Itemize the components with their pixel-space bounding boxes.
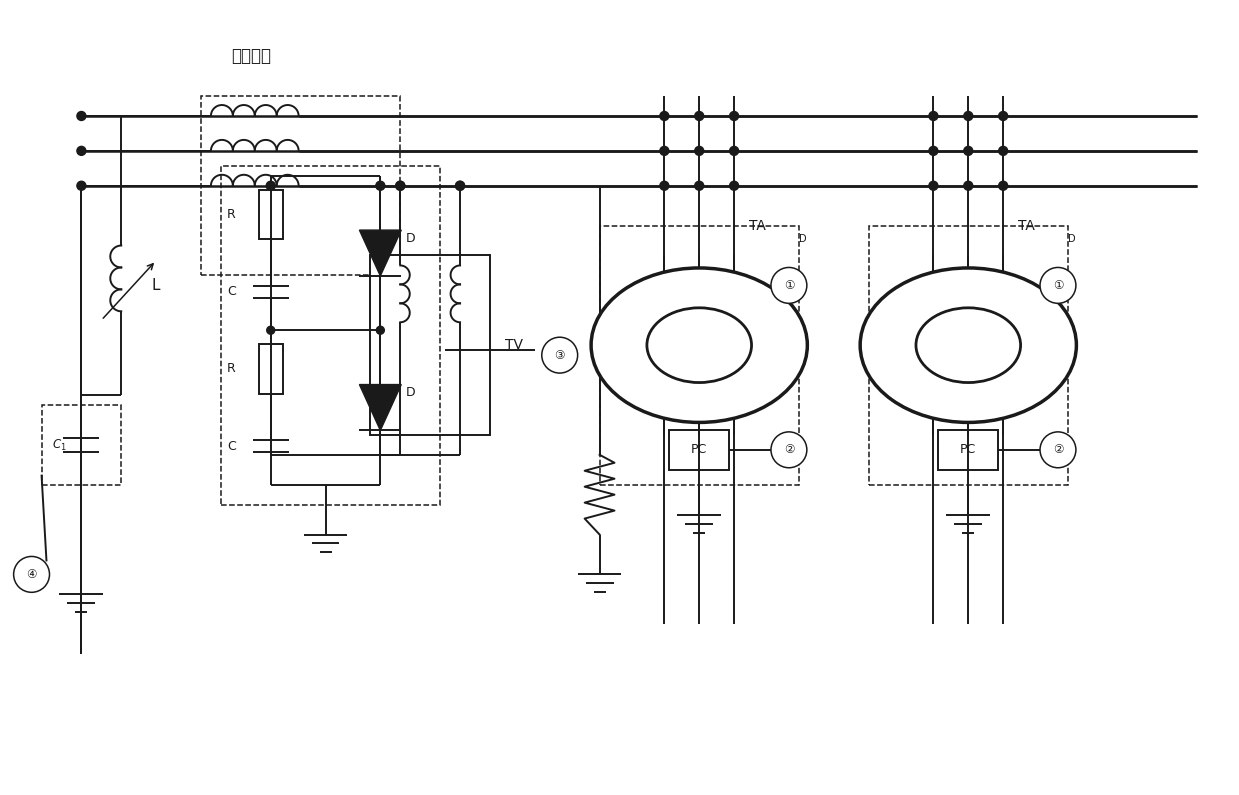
Text: ①: ①: [1053, 279, 1063, 292]
Circle shape: [771, 267, 807, 304]
Circle shape: [660, 111, 669, 121]
Circle shape: [929, 181, 938, 190]
Circle shape: [964, 111, 973, 121]
Circle shape: [730, 146, 738, 155]
Bar: [221, 166, 440, 505]
Ellipse shape: [916, 308, 1021, 382]
Ellipse shape: [647, 308, 752, 382]
Bar: [669, 430, 729, 470]
Circle shape: [1040, 267, 1075, 304]
Circle shape: [929, 146, 938, 155]
Circle shape: [541, 337, 577, 373]
Circle shape: [77, 111, 85, 121]
Bar: [259, 344, 282, 394]
Text: D: D: [1068, 234, 1075, 243]
Circle shape: [929, 111, 938, 121]
Text: ①: ①: [783, 279, 794, 292]
Ellipse shape: [591, 268, 808, 422]
Text: C: C: [227, 440, 235, 452]
Circle shape: [999, 111, 1007, 121]
Circle shape: [77, 181, 85, 190]
Text: ②: ②: [1053, 444, 1063, 456]
Text: R: R: [227, 363, 235, 375]
Bar: [600, 226, 799, 485]
Circle shape: [660, 146, 669, 155]
Circle shape: [456, 181, 465, 190]
Circle shape: [999, 181, 1007, 190]
Circle shape: [695, 111, 704, 121]
Bar: [201, 96, 400, 275]
Bar: [370, 255, 489, 435]
Circle shape: [377, 182, 384, 190]
Text: C: C: [227, 285, 235, 298]
Circle shape: [964, 146, 973, 155]
Text: D: D: [405, 231, 415, 245]
Circle shape: [1040, 432, 1075, 467]
Circle shape: [14, 556, 50, 592]
Circle shape: [730, 181, 738, 190]
Text: $C_1$: $C_1$: [52, 438, 67, 453]
Circle shape: [266, 181, 275, 190]
Text: ③: ③: [555, 349, 565, 362]
Polygon shape: [359, 230, 401, 276]
Text: R: R: [227, 207, 235, 221]
Circle shape: [660, 181, 669, 190]
Text: D: D: [405, 386, 415, 399]
Text: D: D: [799, 234, 807, 243]
Circle shape: [395, 181, 405, 190]
Text: L: L: [151, 278, 160, 293]
Ellipse shape: [860, 268, 1077, 422]
Polygon shape: [359, 385, 401, 430]
Text: PC: PC: [691, 444, 707, 456]
Circle shape: [964, 181, 973, 190]
Circle shape: [266, 182, 275, 190]
Text: PC: PC: [960, 444, 976, 456]
Text: ④: ④: [26, 568, 37, 581]
Text: TA: TA: [1018, 219, 1035, 233]
Circle shape: [695, 146, 704, 155]
Bar: [869, 226, 1068, 485]
Text: 主变压器: 主变压器: [230, 47, 271, 65]
Circle shape: [375, 181, 385, 190]
Text: TA: TA: [750, 219, 766, 233]
Circle shape: [695, 181, 704, 190]
Text: TV: TV: [506, 338, 523, 352]
Circle shape: [395, 181, 405, 190]
Circle shape: [730, 111, 738, 121]
Circle shape: [77, 146, 85, 155]
Circle shape: [999, 146, 1007, 155]
Circle shape: [266, 326, 275, 334]
Circle shape: [456, 181, 465, 190]
Bar: [259, 190, 282, 239]
Circle shape: [771, 432, 807, 467]
Bar: [42, 405, 121, 485]
Circle shape: [377, 326, 384, 334]
Text: ②: ②: [783, 444, 794, 456]
Bar: [938, 430, 999, 470]
